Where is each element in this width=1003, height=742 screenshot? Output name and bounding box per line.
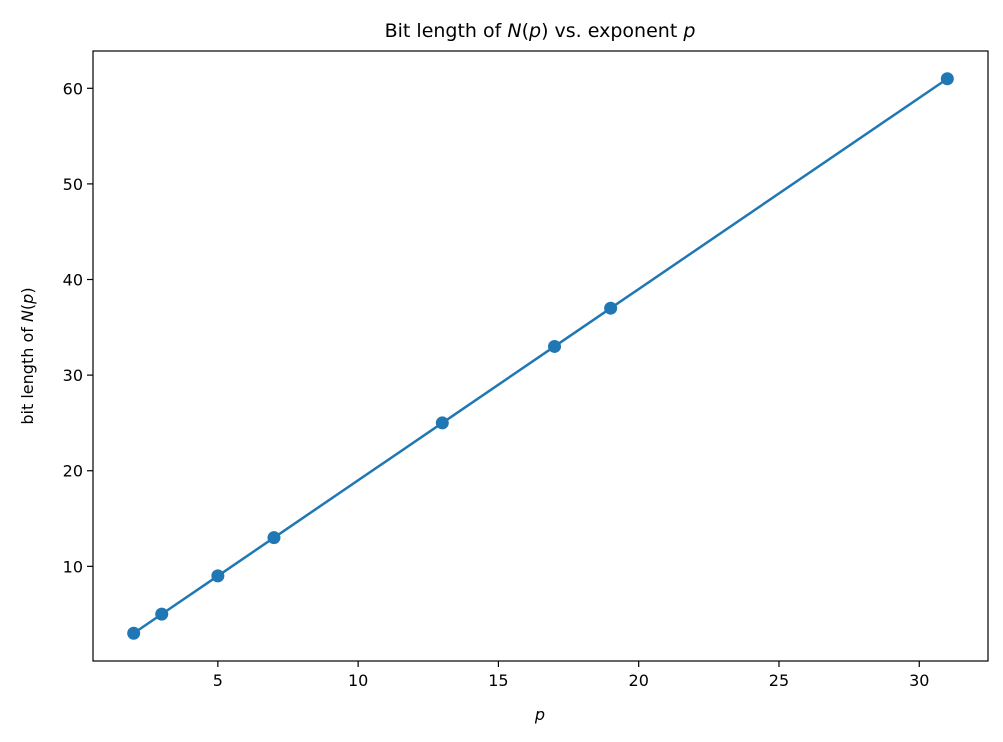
x-tick-label: 15 (488, 671, 508, 690)
x-tick-label: 25 (769, 671, 789, 690)
x-axis-label: p (534, 705, 545, 724)
x-tick-label: 10 (348, 671, 368, 690)
plot-frame (92, 50, 989, 662)
y-tick-label: 60 (63, 79, 83, 98)
data-point (435, 416, 449, 430)
y-tick-label: 20 (63, 462, 83, 481)
x-tick-label: 20 (629, 671, 649, 690)
y-axis-label: bit length of N(p) (18, 287, 37, 424)
x-tick-label: 30 (909, 671, 929, 690)
data-point (604, 301, 618, 315)
data-point (267, 531, 281, 545)
y-tick-label: 30 (63, 366, 83, 385)
y-tick-label: 40 (63, 271, 83, 290)
data-point (548, 339, 562, 353)
data-point (211, 569, 225, 583)
data-point (127, 626, 141, 640)
data-point (155, 607, 169, 621)
x-tick-label: 5 (213, 671, 223, 690)
y-tick-label: 50 (63, 175, 83, 194)
data-point (940, 72, 954, 86)
series-line (132, 77, 949, 635)
y-tick-label: 10 (63, 557, 83, 576)
chart-title: Bit length of N(p) vs. exponent p (385, 20, 696, 42)
